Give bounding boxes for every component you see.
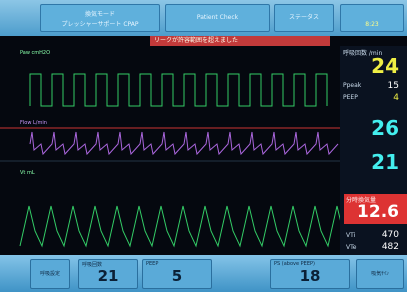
- wave-label: Paw cmH2O: [20, 50, 50, 56]
- monitor-panel: 呼吸回数 /min 24 Ppeak 15 PEEP 4 26 21 分時換気量…: [340, 46, 407, 255]
- setting[interactable]: PS (above PEEP)18: [270, 259, 350, 289]
- mode: プレッシャーサポート CPAP: [41, 19, 159, 28]
- vte-label: VTe: [346, 244, 356, 251]
- menu: ステータス: [275, 5, 333, 31]
- etco2: 21: [371, 150, 399, 174]
- top-bar: 換気モードプレッシャーサポート CPAP Patient Check ステータス…: [0, 0, 407, 36]
- menu-button[interactable]: ステータス: [274, 4, 334, 32]
- waveform: [30, 132, 338, 154]
- ppeak: 15: [388, 81, 399, 91]
- clock: 8:23: [341, 5, 403, 45]
- more-button[interactable]: 吸気ｻｲﾝ: [356, 259, 404, 289]
- mv-box: 分時換気量 12.6: [344, 194, 407, 224]
- waveform: [30, 74, 327, 106]
- vte: 482: [382, 242, 399, 252]
- alarm-bar[interactable]: リークが許容範囲を超えました: [150, 36, 330, 46]
- setting-value: 21: [79, 267, 137, 285]
- clock-box: 8:23: [340, 4, 404, 32]
- ppeak-label: Ppeak: [343, 82, 361, 89]
- wave-label: Vt mL: [20, 170, 35, 176]
- setting-value: 5: [143, 267, 211, 285]
- patient: Patient Check: [166, 5, 269, 31]
- patient-button[interactable]: Patient Check: [165, 4, 270, 32]
- setting-value: 18: [271, 267, 349, 285]
- settings-button-label: 呼吸設定: [31, 260, 69, 288]
- mode-label: 換気モード: [41, 9, 159, 18]
- wave-label: Flow L/min: [20, 120, 47, 126]
- settings-button[interactable]: 呼吸設定: [30, 259, 70, 289]
- waveforms: [0, 46, 340, 255]
- more-button-label: 吸気ｻｲﾝ: [357, 260, 403, 288]
- waveform: [20, 206, 340, 246]
- ventilator-screen: 換気モードプレッシャーサポート CPAP Patient Check ステータス…: [0, 0, 407, 292]
- vti-label: VTi: [346, 232, 355, 239]
- peep-label: PEEP: [343, 94, 358, 101]
- spo2: 26: [371, 116, 399, 140]
- vti: 470: [382, 230, 399, 240]
- mv: 12.6: [357, 202, 399, 222]
- peep: 4: [393, 93, 399, 103]
- mode-button[interactable]: 換気モードプレッシャーサポート CPAP: [40, 4, 160, 32]
- rate: 24: [371, 54, 399, 78]
